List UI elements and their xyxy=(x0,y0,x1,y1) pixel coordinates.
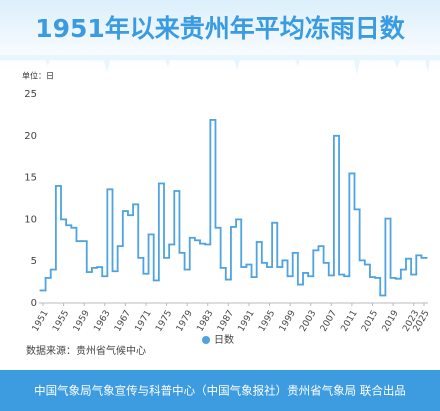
x-tick-label: 1991 xyxy=(237,309,257,334)
legend-swatch xyxy=(202,336,210,344)
footer-bg xyxy=(0,370,440,411)
x-tick-label: 2011 xyxy=(340,309,360,334)
x-tick-label: 1951 xyxy=(31,309,51,334)
legend-label: 日数 xyxy=(214,333,234,346)
x-tick-label: 1959 xyxy=(72,309,92,334)
y-tick-label: 15 xyxy=(24,173,37,184)
x-tick-label: 1955 xyxy=(51,309,71,334)
x-tick-label: 1983 xyxy=(195,309,215,334)
x-tick-label: 1967 xyxy=(113,309,133,334)
x-tick-label: 1995 xyxy=(257,309,277,334)
footer: 中国气象局气象宣传与科普中心（中国气象报社）贵州省气象局 联合出品 xyxy=(34,384,406,398)
x-tick-label: 2015 xyxy=(360,309,380,334)
unit-label: 单位：日 xyxy=(22,71,54,81)
x-tick-label: 1987 xyxy=(216,309,236,334)
source: 数据来源：贵州省气候中心 xyxy=(26,344,146,357)
x-tick-label: 1979 xyxy=(175,309,195,334)
x-tick-label: 1963 xyxy=(92,309,112,334)
x-tick-label: 1975 xyxy=(154,309,174,334)
x-tick-label: 1999 xyxy=(278,309,298,334)
y-tick-label: 10 xyxy=(24,214,37,225)
x-tick-label: 2003 xyxy=(298,309,318,334)
chart-title: 1951年以来贵州年平均冻雨日数 xyxy=(35,14,406,43)
x-tick-label: 1971 xyxy=(134,309,154,334)
x-tick-label: 2007 xyxy=(319,309,339,334)
y-tick-label: 5 xyxy=(31,256,37,267)
y-tick-label: 25 xyxy=(24,89,37,100)
y-tick-label: 0 xyxy=(31,298,37,309)
icicles xyxy=(0,55,440,75)
y-tick-label: 20 xyxy=(24,131,37,142)
x-tick-label: 2019 xyxy=(381,309,401,334)
